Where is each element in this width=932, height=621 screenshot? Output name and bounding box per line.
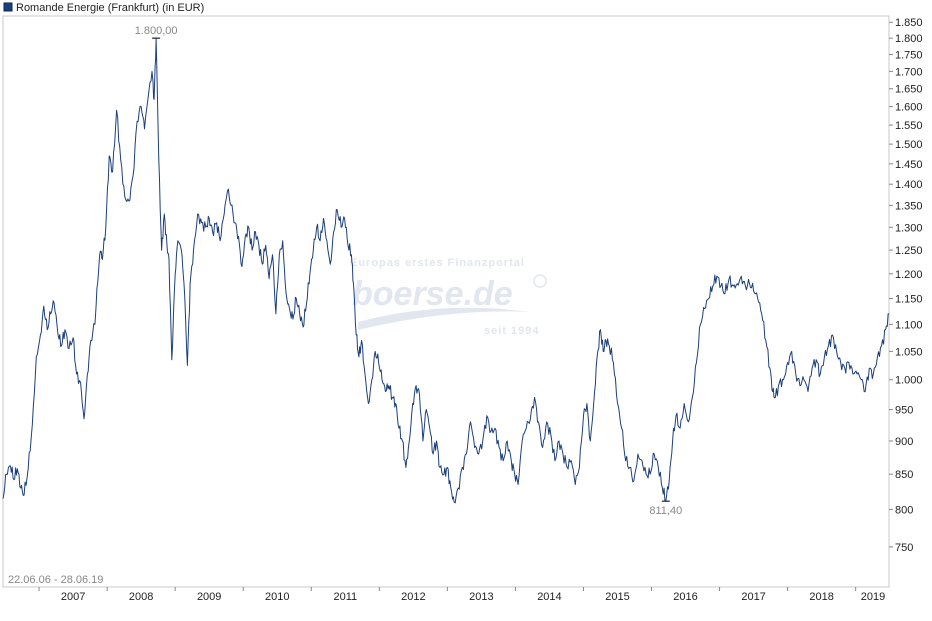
x-tick-label: 2017 — [741, 591, 765, 603]
y-tick-label: 1.650 — [895, 84, 923, 96]
y-tick-label: 1.250 — [895, 245, 923, 257]
min-label: 811,40 — [649, 505, 682, 517]
watermark-swoosh-icon — [358, 307, 530, 330]
x-tick-label: 2018 — [809, 591, 833, 603]
y-tick-label: 1.300 — [895, 222, 923, 234]
y-tick-label: 1.400 — [895, 179, 923, 191]
watermark: Europas erstes Finanzportal boerse.de se… — [350, 257, 547, 337]
x-tick-label: 2010 — [265, 591, 289, 603]
legend-label: Romande Energie (Frankfurt) (in EUR) — [16, 2, 204, 14]
y-tick-label: 850 — [895, 469, 913, 481]
plot-area — [2, 15, 890, 588]
watermark-since: seit 1994 — [484, 325, 539, 337]
x-tick-label: 2016 — [673, 591, 697, 603]
y-tick-label: 800 — [895, 504, 913, 516]
y-axis: 750 800 850 900 950 1.000 1.050 1.100 1.150 1.200… — [889, 17, 923, 554]
x-tick-label: 2011 — [333, 591, 357, 603]
y-tick-label: 900 — [895, 436, 913, 448]
y-tick-label: 1.800 — [895, 33, 923, 45]
y-tick-label: 750 — [895, 542, 913, 554]
y-tick-label: 1.850 — [895, 17, 923, 29]
y-tick-label: 1.350 — [895, 200, 923, 212]
y-tick-label: 1.600 — [895, 102, 923, 114]
x-axis: 2007 2008 2009 2010 2011 2012 2013 2014 2015 2016… — [38, 587, 885, 603]
annotations-layer: 1.800,00 811,40 — [135, 25, 683, 517]
price-series-line — [2, 37, 890, 504]
y-tick-label: 1.000 — [895, 375, 923, 387]
y-tick-label: 1.700 — [895, 66, 923, 78]
y-tick-label: 1.200 — [895, 269, 923, 281]
date-range-label: 22.06.06 - 28.06.19 — [8, 574, 103, 586]
y-tick-label: 1.750 — [895, 50, 923, 62]
y-tick-label: 1.500 — [895, 139, 923, 151]
watermark-tagline: Europas erstes Finanzportal — [350, 257, 525, 269]
max-label: 1.800,00 — [135, 25, 178, 37]
x-tick-label: 2013 — [469, 591, 493, 603]
x-tick-label: 2015 — [605, 591, 629, 603]
x-tick-label: 2008 — [129, 591, 153, 603]
y-tick-label: 950 — [895, 405, 913, 417]
y-tick-label: 1.150 — [895, 294, 923, 306]
x-tick-label: 2009 — [197, 591, 221, 603]
legend-swatch — [3, 2, 13, 12]
registered-icon — [533, 274, 547, 288]
series-layer — [2, 37, 890, 504]
y-tick-label: 1.450 — [895, 159, 923, 171]
x-tick-label: 2012 — [401, 591, 425, 603]
y-tick-label: 1.050 — [895, 346, 923, 358]
x-tick-label: 2019 — [861, 591, 885, 603]
watermark-brand: boerse.de — [352, 275, 513, 313]
x-tick-label: 2014 — [537, 591, 561, 603]
x-tick-label: 2007 — [61, 591, 85, 603]
y-tick-label: 1.100 — [895, 319, 923, 331]
y-tick-label: 1.550 — [895, 120, 923, 132]
